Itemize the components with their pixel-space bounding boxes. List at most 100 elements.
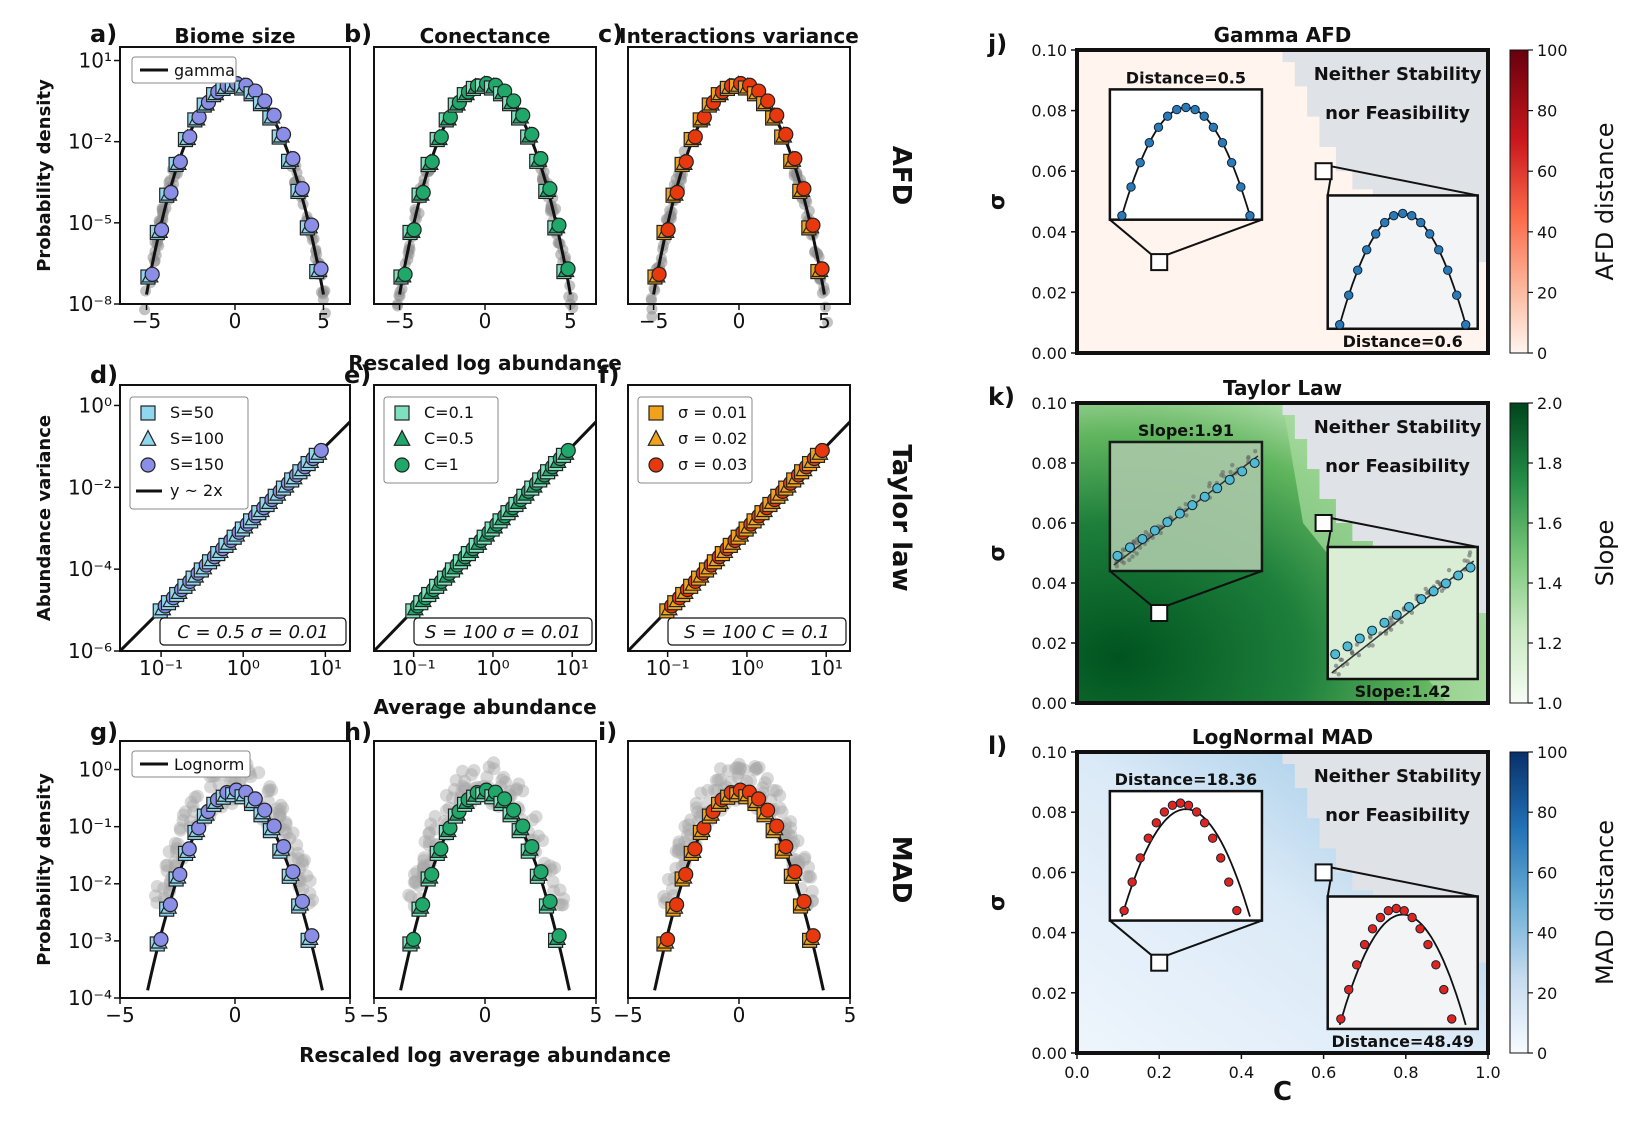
gray-data-point: [684, 813, 698, 827]
afd-data-point: [805, 217, 821, 233]
colorbar-label: Slope: [1591, 520, 1619, 587]
heatmap-panel-3: Neither Stability nor Feasibility Distance…: [985, 725, 1619, 1063]
inset-data-point: [1167, 800, 1178, 811]
inset-data-point: [1434, 245, 1444, 255]
colorbar-tick-label: 2.0: [1537, 394, 1562, 413]
colorbar-tick-label: 0: [1537, 344, 1547, 363]
gray-data-point: [467, 763, 481, 777]
inset-gray-point: [1134, 551, 1139, 556]
gray-data-point: [509, 783, 523, 797]
gray-data-point: [691, 805, 705, 819]
mad-data-point: [247, 791, 263, 807]
y-tick-label: 10⁻⁴: [68, 986, 112, 1010]
y-tick-label: 0.06: [1031, 162, 1067, 181]
fixed-params-label: S = 100 σ = 0.01: [425, 622, 581, 643]
inset-box-2: [1326, 895, 1479, 1031]
inset-label-1: Slope:1.91: [1138, 421, 1234, 440]
gray-data-point: [555, 898, 569, 912]
y-tick-label: 0.00: [1031, 344, 1067, 363]
gray-data-point: [773, 789, 787, 803]
connectance-xlabel: C: [1273, 1077, 1292, 1107]
inset-connector: [1326, 529, 1332, 548]
legend-marker: [139, 429, 157, 446]
inset-data-point: [1144, 138, 1155, 148]
taylor-plot-frame: [373, 384, 597, 652]
gray-data-point: [495, 773, 509, 787]
taylor-panel-3: 10⁻¹ 10⁰ 10¹ σ = 0.01 σ = 0.02 σ = 0.03 S = 10…: [598, 361, 852, 680]
inset-data-point: [1342, 641, 1353, 652]
mad-data-point: [533, 864, 549, 880]
gray-data-point: [422, 827, 436, 841]
afd-data-point: [294, 181, 310, 197]
afd-panel-1: −5 0 5 10¹ 10⁻² 10⁻⁵ 10⁻⁸ gamma a) Biome size: [68, 20, 351, 333]
legend-marker: [648, 405, 664, 421]
inset-data-point: [1153, 122, 1164, 132]
inset-connector: [1330, 866, 1478, 898]
sample-marker-2: [1314, 162, 1333, 181]
legend-marker: [140, 405, 156, 421]
gray-data-point: [410, 865, 424, 879]
gray-data-point: [732, 766, 746, 780]
gray-data-point: [139, 304, 151, 316]
gray-data-point: [407, 875, 421, 889]
inset-gray-point: [1246, 454, 1251, 460]
inset-label-2: Distance=48.49: [1331, 1032, 1473, 1051]
y-tick-label: 10⁻³: [68, 929, 112, 953]
inset-gray-point: [1356, 653, 1362, 658]
y-tick-label: 0.10: [1031, 41, 1067, 60]
x-tick-label: 5: [590, 1003, 603, 1027]
gray-data-point: [407, 867, 421, 881]
colorbar-tick-label: 20: [1537, 984, 1557, 1003]
legend-label: y ~ 2x: [170, 481, 223, 500]
inset-gray-point: [1399, 619, 1404, 625]
inset-data-point: [1461, 320, 1471, 330]
gray-data-point: [791, 834, 805, 848]
legend-marker: [394, 457, 410, 473]
legend-label: C=1: [424, 455, 459, 474]
inset-data-point: [1135, 157, 1145, 168]
y-tick-label: 0.08: [1031, 803, 1067, 822]
inset-data-point: [1127, 877, 1137, 887]
inset-data-point: [1330, 649, 1341, 660]
inset-data-point: [1217, 138, 1228, 148]
inset-data-point: [1407, 211, 1417, 221]
gray-data-point: [291, 846, 305, 860]
inset-data-point: [1119, 905, 1129, 916]
inset-data-point: [1398, 208, 1408, 219]
legend-box: [131, 750, 251, 778]
afd-data-point: [551, 217, 567, 233]
column-title: Conectance: [420, 24, 551, 48]
colorbar-label: MAD distance: [1591, 820, 1619, 985]
lognorm-fit-line: [653, 790, 825, 991]
panel-letter: d): [90, 361, 118, 389]
fixed-params-box: [667, 617, 847, 646]
gray-data-point: [262, 783, 276, 797]
inset-connector: [1330, 165, 1478, 197]
inset-data-point: [1151, 818, 1162, 828]
gray-data-point: [449, 773, 463, 787]
sigma-ylabel: σ: [985, 894, 1010, 911]
gray-data-point: [510, 782, 524, 796]
inset-gray-point: [1183, 501, 1188, 507]
inset-data-point: [1344, 984, 1354, 995]
gray-data-point: [286, 826, 300, 840]
inset-data-point: [1367, 625, 1378, 636]
inset-data-point: [1391, 609, 1402, 620]
gray-data-point: [160, 858, 174, 872]
inset-data-point: [1371, 229, 1381, 239]
gray-data-point: [252, 766, 266, 780]
inset-data-point: [1236, 182, 1246, 192]
inset-connector: [1330, 517, 1478, 548]
inset-data-point: [1190, 104, 1200, 115]
mad-data-point: [285, 864, 301, 880]
gray-data-point: [557, 892, 571, 906]
gray-data-point: [439, 788, 453, 802]
gray-data-point: [417, 853, 431, 867]
colorbar-tick-label: 1.2: [1537, 634, 1562, 653]
gray-data-point: [290, 838, 304, 852]
colorbar-tick-label: 60: [1537, 162, 1557, 181]
gray-data-point: [737, 763, 751, 777]
sample-marker-2: [1314, 514, 1333, 532]
afd-data-point: [285, 151, 301, 167]
